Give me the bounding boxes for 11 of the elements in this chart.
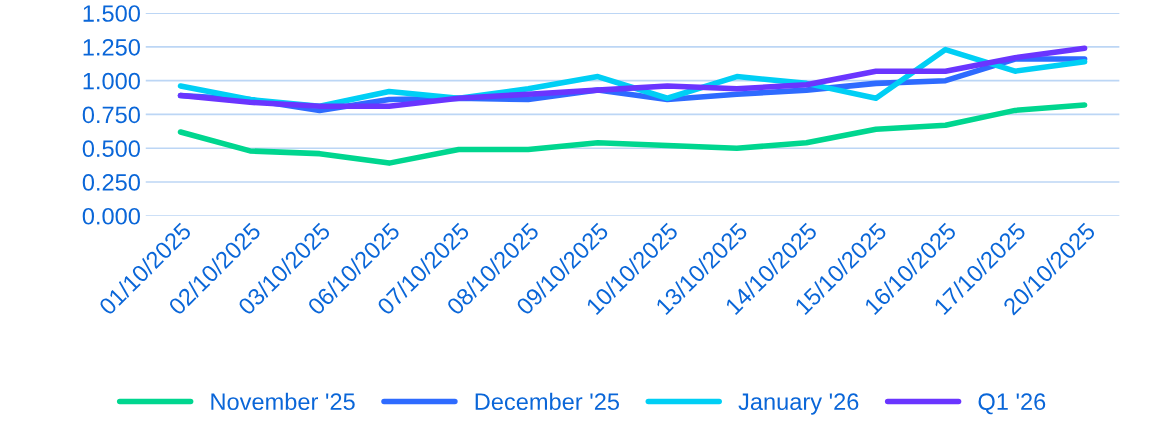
y-tick-label: 0.000 [82, 207, 140, 225]
y-tick-label: 0.750 [82, 106, 140, 124]
y-tick-label: 1.250 [83, 38, 140, 56]
legend-label: December '25 [475, 392, 620, 411]
legend-label: January '26 [738, 393, 859, 415]
legend-label: Q1 '26 [978, 393, 1046, 415]
legend-label: November '25 [211, 392, 355, 411]
y-tick-label: 1.000 [83, 72, 140, 90]
y-tick-label: 0.250 [82, 174, 140, 191]
y-tick-label: 1.500 [83, 5, 140, 22]
y-tick-label: 0.500 [82, 140, 140, 158]
